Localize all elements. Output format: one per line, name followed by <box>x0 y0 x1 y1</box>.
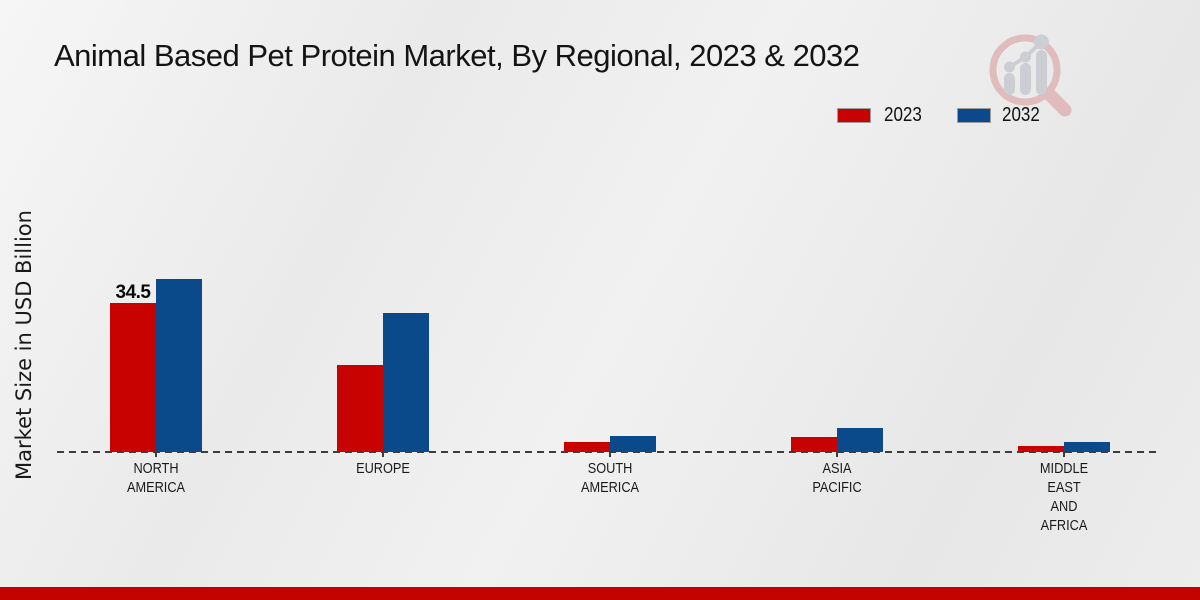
bar-2023-region-4 <box>1018 445 1065 452</box>
x-axis-category-label: SOUTH AMERICA <box>581 460 640 496</box>
x-axis-tick <box>1063 452 1066 457</box>
watermark-magnifier-chart-icon <box>989 34 1072 117</box>
x-axis-category-label: EUROPE <box>356 460 411 477</box>
x-axis-tick <box>382 452 385 457</box>
chart-title: Animal Based Pet Protein Market, By Regi… <box>54 38 860 73</box>
x-axis-tick <box>836 452 839 457</box>
x-axis-tick <box>155 452 157 457</box>
bar-2032-region-1 <box>383 312 430 452</box>
bar-2032-region-0 <box>156 279 202 452</box>
bar-2023-region-3 <box>791 436 838 452</box>
bar-2032-region-3 <box>837 427 884 452</box>
bar-2032-region-4 <box>1064 441 1111 452</box>
bar-2023-region-2 <box>564 442 611 452</box>
legend-swatch-2023 <box>838 109 870 122</box>
x-axis-category-label: ASIA PACIFIC <box>812 460 862 496</box>
x-axis-category-label: MIDDLE EAST AND AFRICA <box>1040 460 1089 534</box>
bar-2032-region-2 <box>610 436 657 452</box>
bar-value-label: 34.5 <box>115 282 151 303</box>
legend-label-2032: 2032 <box>1002 104 1040 126</box>
x-axis-category-label: NORTH AMERICA <box>126 460 186 496</box>
legend-swatch-2032 <box>958 109 990 122</box>
footer-accent-bar <box>0 587 1200 600</box>
x-axis-tick <box>609 452 612 457</box>
bar-2023-region-1 <box>337 365 384 452</box>
bar-2023-region-0 <box>110 303 156 452</box>
legend-label-2023: 2023 <box>884 104 922 126</box>
x-axis-baseline <box>57 451 1160 453</box>
